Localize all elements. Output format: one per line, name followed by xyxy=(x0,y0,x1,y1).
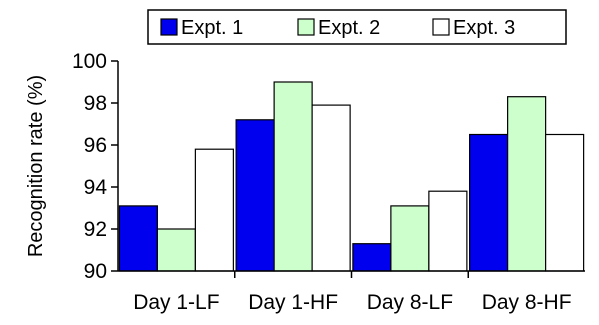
legend-box xyxy=(147,9,567,45)
y-axis-title: Recognition rate (%) xyxy=(25,75,47,257)
legend-swatch-1 xyxy=(160,18,178,36)
bar-3-2 xyxy=(311,104,351,272)
bar-3-4 xyxy=(545,133,585,272)
legend-swatch-3 xyxy=(432,18,450,36)
y-tick-label: 96 xyxy=(84,134,107,157)
plot-area: Day 1-LF Day 1-HF Day 8-LF Day 8-HF 90 92 94 96… xyxy=(72,50,585,314)
y-tick-label: 92 xyxy=(84,218,107,241)
legend-label-3: Expt. 3 xyxy=(453,17,515,39)
legend-swatch-2 xyxy=(297,18,315,36)
bar-2-3 xyxy=(390,205,430,272)
legend: Expt. 1 Expt. 2 Expt. 3 xyxy=(147,9,567,45)
x-tick-label: Day 1-LF xyxy=(133,291,219,314)
legend-label-1: Expt. 1 xyxy=(181,17,243,39)
y-tick-label: 94 xyxy=(84,176,108,199)
bar-2-4 xyxy=(507,96,547,272)
y-tick-label: 90 xyxy=(84,260,107,283)
bar-2-1 xyxy=(156,228,196,272)
bar-1-4 xyxy=(469,133,509,272)
x-tick-label: Day 8-HF xyxy=(482,291,572,314)
bar-3-3 xyxy=(428,190,468,272)
x-tick-label: Day 1-HF xyxy=(248,291,338,314)
bar-2-2 xyxy=(273,81,313,272)
y-tick-label: 100 xyxy=(72,50,107,73)
bar-3-1 xyxy=(194,148,234,272)
bar-1-2 xyxy=(235,119,275,272)
bar-1-3 xyxy=(352,243,392,272)
legend-label-2: Expt. 2 xyxy=(318,17,380,39)
bar-1-1 xyxy=(118,205,158,272)
y-tick-label: 98 xyxy=(84,92,107,115)
x-tick-label: Day 8-LF xyxy=(367,291,453,314)
